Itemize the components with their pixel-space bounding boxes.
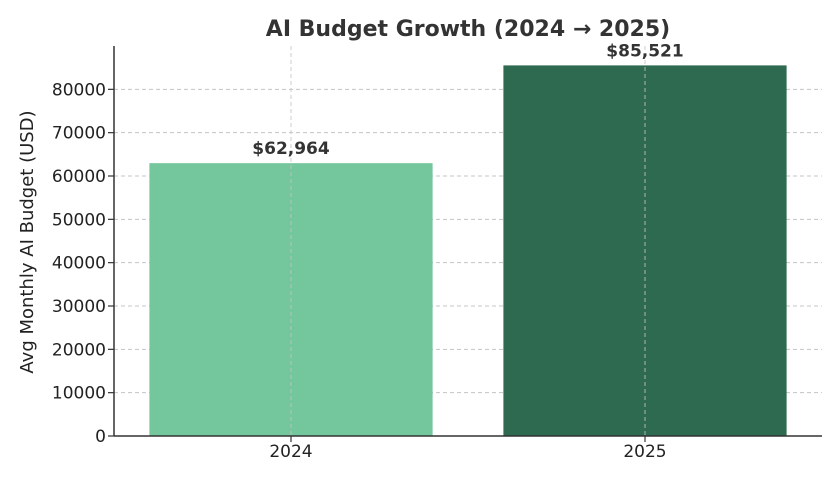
x-gridlines-front bbox=[290, 46, 646, 436]
axes bbox=[108, 46, 822, 442]
y-axis-label: Avg Monthly AI Budget (USD) bbox=[17, 110, 38, 373]
y-tick-label: 40000 bbox=[52, 254, 106, 274]
y-tick-labels: 0 10000 20000 30000 40000 50000 60000 70000 8000… bbox=[52, 80, 106, 447]
bars bbox=[149, 65, 787, 436]
y-tick-label: 60000 bbox=[52, 167, 106, 187]
x-tick-label: 2025 bbox=[623, 442, 666, 462]
y-tick-label: 20000 bbox=[52, 340, 106, 360]
y-tick-label: 50000 bbox=[52, 210, 106, 230]
y-tick-label: 70000 bbox=[52, 124, 106, 144]
y-tick-label: 80000 bbox=[52, 80, 106, 100]
y-tick-label: 30000 bbox=[52, 297, 106, 317]
x-tick-labels: 2024 2025 bbox=[269, 442, 666, 462]
y-tick-label: 10000 bbox=[52, 384, 106, 404]
y-tick-label: 0 bbox=[95, 427, 106, 447]
x-tick-label: 2024 bbox=[269, 442, 312, 462]
data-labels: $62,964 $85,521 bbox=[252, 41, 683, 159]
chart-title: AI Budget Growth (2024 → 2025) bbox=[266, 17, 670, 42]
data-label: $62,964 bbox=[252, 139, 330, 159]
data-label: $85,521 bbox=[606, 41, 683, 61]
